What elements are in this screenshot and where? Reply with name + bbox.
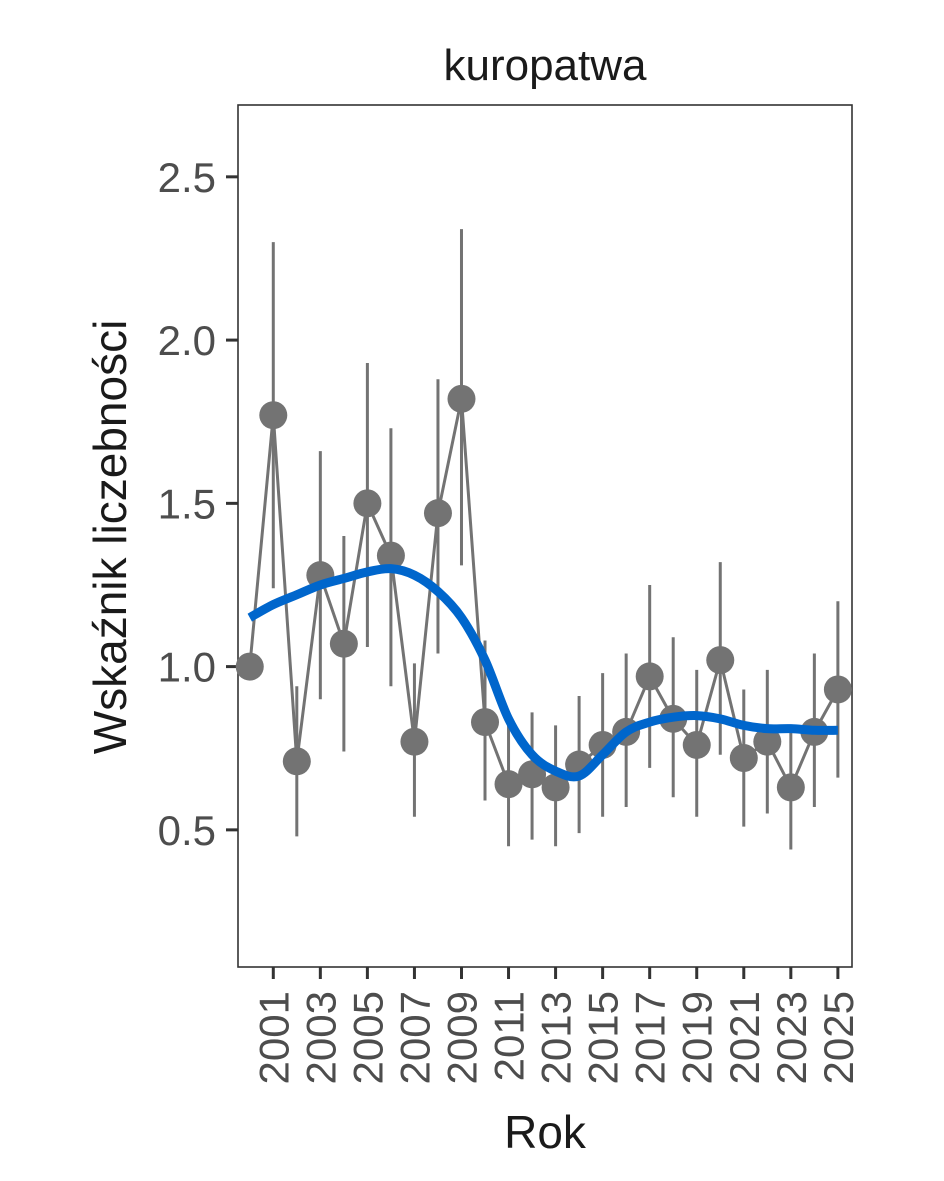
- x-tick-label: 2001: [250, 991, 297, 1084]
- data-point: [353, 489, 382, 518]
- y-tick-label: 2.5: [158, 154, 216, 201]
- x-axis-title: Rok: [504, 1106, 587, 1158]
- plot-area: [235, 104, 853, 968]
- x-tick-label: 2013: [533, 991, 580, 1084]
- trend-line-layer: [247, 564, 838, 782]
- chart-title: kuropatwa: [443, 41, 647, 90]
- y-axis-title: Wskaźnik liczebności: [84, 320, 136, 755]
- data-point: [447, 384, 476, 413]
- x-axis: 2001 2003 2005 2007 2009 2011 2013 2015 2017 2019…: [250, 967, 862, 1084]
- data-point: [635, 662, 664, 691]
- x-tick-label: 2021: [721, 991, 768, 1084]
- data-point: [541, 773, 570, 802]
- data-point: [682, 730, 711, 759]
- plot-panel: [237, 104, 853, 968]
- data-point: [706, 646, 735, 675]
- points-layer: [235, 384, 852, 802]
- data-point: [329, 629, 358, 658]
- x-tick-label: 2025: [815, 991, 862, 1084]
- y-axis: 0.5 1.0 1.5 2.0 2.5: [158, 154, 238, 854]
- y-tick-label: 0.5: [158, 807, 216, 854]
- trend-line: [247, 564, 838, 782]
- x-tick-label: 2003: [297, 991, 344, 1084]
- x-tick-label: 2011: [486, 991, 533, 1081]
- data-point: [494, 770, 523, 799]
- x-tick-label: 2017: [627, 991, 674, 1084]
- data-point: [753, 727, 782, 756]
- y-tick-label: 1.5: [158, 480, 216, 527]
- y-tick-label: 1.0: [158, 644, 216, 691]
- data-point: [471, 708, 500, 737]
- data-point: [235, 652, 264, 681]
- data-point: [518, 760, 547, 789]
- data-point: [776, 773, 805, 802]
- data-point: [259, 401, 288, 430]
- data-point: [376, 541, 405, 570]
- x-tick-label: 2005: [344, 991, 391, 1084]
- data-point: [423, 499, 452, 528]
- x-tick-label: 2023: [768, 991, 815, 1084]
- x-tick-label: 2007: [391, 991, 438, 1084]
- x-tick-label: 2019: [674, 991, 721, 1084]
- x-tick-label: 2009: [438, 991, 485, 1084]
- data-point: [729, 744, 758, 773]
- data-point: [823, 675, 852, 704]
- data-point: [400, 727, 429, 756]
- y-tick-label: 2.0: [158, 317, 216, 364]
- x-tick-label: 2015: [580, 991, 627, 1084]
- data-point: [282, 747, 311, 776]
